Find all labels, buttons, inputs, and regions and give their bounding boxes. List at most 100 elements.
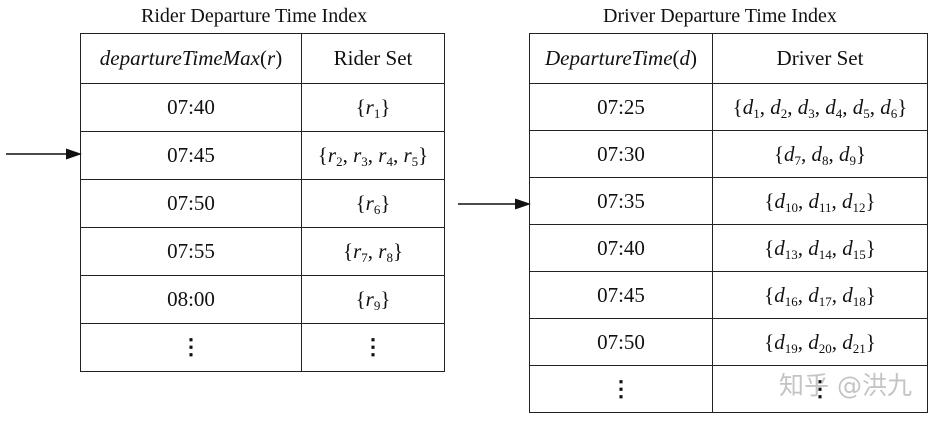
driver-member-symbol: d xyxy=(842,329,853,354)
rider-set-cell: {r9} xyxy=(301,275,445,324)
driver-comma: , xyxy=(828,141,839,166)
driver-member-symbol: d xyxy=(811,141,823,166)
rider-set-cell: {r2, r3, r4, r5} xyxy=(301,131,445,180)
rider-row: 07:45 {r2, r3, r4, r5} xyxy=(80,131,445,180)
driver-member-index: 8 xyxy=(822,152,829,168)
driver-key-fn: DepartureTime xyxy=(544,46,673,70)
driver-comma: , xyxy=(831,188,843,213)
rider-brace-close: } xyxy=(392,239,404,263)
driver-comma: , xyxy=(797,329,809,354)
driver-time-cell: 07:30 xyxy=(529,130,713,178)
driver-set-cell: {d19, d20, d21} xyxy=(712,318,928,366)
rider-brace-open: { xyxy=(355,287,366,311)
rider-set-cell: {r7, r8} xyxy=(301,227,445,276)
driver-member-index: 11 xyxy=(818,199,832,215)
rider-member-symbol: r xyxy=(327,143,337,167)
driver-ellipsis-row: ⋮ ⋮ xyxy=(529,365,928,413)
rider-brace-open: { xyxy=(355,191,366,215)
driver-brace-open: { xyxy=(732,94,743,119)
driver-comma: , xyxy=(801,141,812,166)
driver-comma: , xyxy=(797,188,809,213)
driver-member-index: 20 xyxy=(818,340,832,356)
driver-member-index: 14 xyxy=(818,246,832,262)
driver-comma: , xyxy=(831,235,843,260)
driver-member-index: 10 xyxy=(784,199,798,215)
rider-member-index: 3 xyxy=(361,154,368,169)
rider-comma: , xyxy=(367,239,379,263)
driver-member-symbol: d xyxy=(774,329,785,354)
driver-comma: , xyxy=(787,94,798,119)
driver-time-cell: 07:25 xyxy=(529,83,713,131)
driver-brace-close: } xyxy=(865,188,876,213)
driver-member-symbol: d xyxy=(774,282,785,307)
rider-vertical-ellipsis: ⋮ xyxy=(362,334,384,359)
rider-time-cell: 07:45 xyxy=(80,131,302,180)
driver-comma: , xyxy=(831,282,843,307)
driver-comma: , xyxy=(831,329,843,354)
rider-row: 07:55 {r7, r8} xyxy=(80,227,445,276)
driver-member-symbol: d xyxy=(808,329,819,354)
rider-ellipsis-cell: ⋮ xyxy=(80,323,302,372)
driver-row: 07:40 {d13, d14, d15} xyxy=(529,224,928,272)
driver-member-symbol: d xyxy=(839,141,850,166)
rider-ellipsis-row: ⋮ ⋮ xyxy=(80,323,445,372)
rider-comma: , xyxy=(342,143,354,167)
driver-member-index: 13 xyxy=(784,246,798,262)
driver-time-cell: 07:50 xyxy=(529,318,713,366)
driver-member-index: 15 xyxy=(852,246,866,262)
driver-member-index: 16 xyxy=(784,293,798,309)
driver-member-index: 4 xyxy=(835,105,843,121)
driver-time-cell: 07:40 xyxy=(529,224,713,272)
driver-comma: , xyxy=(842,94,853,119)
rider-index-table: departureTimeMax(r) Rider Set 07:40 {r1} 0… xyxy=(80,33,445,372)
rider-ellipsis-cell: ⋮ xyxy=(301,323,445,372)
driver-member-symbol: d xyxy=(770,94,781,119)
driver-member-symbol: d xyxy=(774,188,785,213)
driver-member-symbol: d xyxy=(842,188,853,213)
driver-member-symbol: d xyxy=(852,94,864,119)
rider-set-cell: {r1} xyxy=(301,83,445,132)
driver-set-cell: {d13, d14, d15} xyxy=(712,224,928,272)
rider-key-header: departureTimeMax(r) xyxy=(80,33,302,84)
driver-member-index: 6 xyxy=(890,105,898,121)
rider-member-index: 1 xyxy=(373,106,381,121)
driver-brace-close: } xyxy=(865,282,876,307)
driver-member-symbol: d xyxy=(808,282,819,307)
rider-member-index: 6 xyxy=(373,202,381,217)
rider-set-header: Rider Set xyxy=(301,33,445,84)
rider-brace-close: } xyxy=(418,143,429,167)
rider-member-index: 8 xyxy=(386,250,393,265)
driver-time-cell: 07:45 xyxy=(529,271,713,319)
driver-member-symbol: d xyxy=(808,235,819,260)
rider-member-symbol: r xyxy=(378,239,387,263)
driver-comma: , xyxy=(869,94,881,119)
driver-brace-close: } xyxy=(856,141,867,166)
driver-time-cell: 07:35 xyxy=(529,177,713,225)
rider-brace-close: } xyxy=(380,287,391,311)
driver-pointer-arrow xyxy=(458,198,531,210)
driver-member-symbol: d xyxy=(797,94,809,119)
driver-comma: , xyxy=(814,94,826,119)
driver-row: 07:45 {d16, d17, d18} xyxy=(529,271,928,319)
driver-member-index: 18 xyxy=(852,293,866,309)
driver-brace-open: { xyxy=(764,329,775,354)
driver-member-symbol: d xyxy=(784,141,795,166)
rider-brace-close: } xyxy=(380,95,391,119)
driver-comma: , xyxy=(797,235,809,260)
rider-time-cell: 07:55 xyxy=(80,227,302,276)
rider-key-arg: r xyxy=(267,46,276,70)
driver-ellipsis-cell: ⋮ xyxy=(712,365,928,413)
rider-member-index: 9 xyxy=(373,298,381,313)
rider-row: 07:50 {r6} xyxy=(80,179,445,228)
driver-row: 07:25 {d1, d2, d3, d4, d5, d6} xyxy=(529,83,928,131)
driver-set-cell: {d10, d11, d12} xyxy=(712,177,928,225)
rider-member-index: 4 xyxy=(386,154,393,169)
driver-key-header: DepartureTime(d) xyxy=(529,33,713,84)
rider-row: 07:40 {r1} xyxy=(80,83,445,132)
rider-member-symbol: r xyxy=(353,239,362,263)
driver-brace-close: } xyxy=(865,329,876,354)
driver-row: 07:35 {d10, d11, d12} xyxy=(529,177,928,225)
driver-ellipsis-cell: ⋮ xyxy=(529,365,713,413)
driver-key-arg: d xyxy=(679,46,691,70)
driver-member-index: 7 xyxy=(794,152,802,168)
